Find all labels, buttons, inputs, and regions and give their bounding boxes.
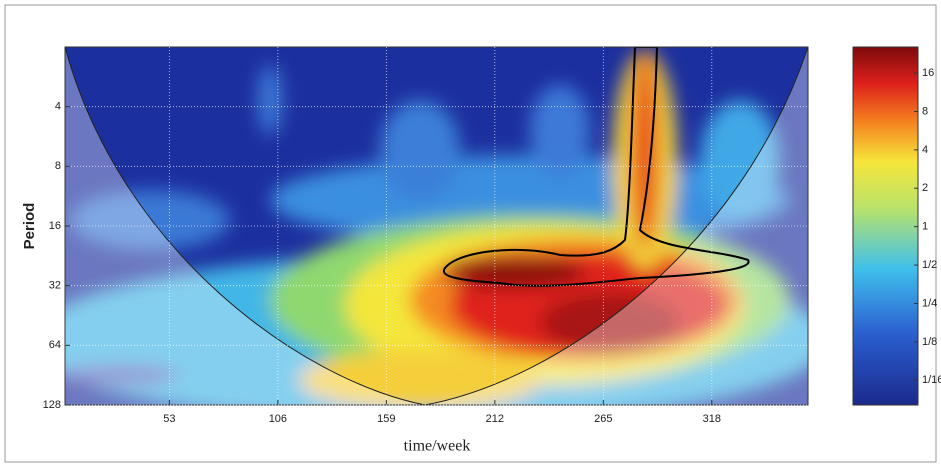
colorbar-tick-label: 8 xyxy=(922,105,928,117)
y-axis-label: Period xyxy=(21,203,38,250)
y-tick-label: 128 xyxy=(43,399,61,411)
heatmap xyxy=(65,47,808,405)
x-tick-label: 106 xyxy=(269,413,287,425)
colorbar-tick-label: 2 xyxy=(922,182,928,194)
y-tick-label: 16 xyxy=(49,220,61,232)
colorbar-tick-label: 4 xyxy=(922,144,928,156)
x-tick-label: 212 xyxy=(486,413,504,425)
x-tick-label: 318 xyxy=(703,413,721,425)
colorbar-tick-label: 16 xyxy=(922,67,934,79)
x-tick-label: 265 xyxy=(594,413,612,425)
y-tick-label: 8 xyxy=(55,160,61,172)
y-tick-label: 4 xyxy=(55,101,61,113)
colorbar-tick-label: 1 xyxy=(922,221,928,233)
colorbar xyxy=(852,46,919,406)
colorbar-tick-label: 1/8 xyxy=(922,336,937,348)
x-tick-label: 53 xyxy=(163,413,175,425)
colorbar-tick-label: 1/16 xyxy=(922,374,941,386)
colorbar-tick-label: 1/4 xyxy=(922,297,937,309)
y-tick-label: 32 xyxy=(49,280,61,292)
x-axis-label: time/week xyxy=(404,438,471,455)
x-tick-label: 159 xyxy=(377,413,395,425)
frame xyxy=(4,4,937,463)
y-tick-label: 64 xyxy=(49,339,61,351)
colorbar-tick-label: 1/2 xyxy=(922,259,937,271)
